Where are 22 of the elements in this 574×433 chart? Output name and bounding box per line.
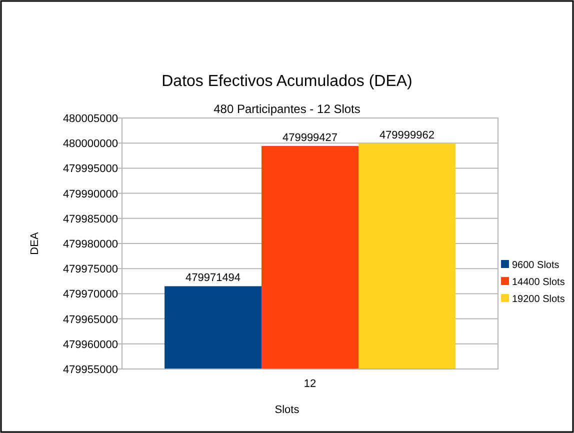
x-axis-title: Slots xyxy=(274,404,300,416)
y-tick-label: 479965000 xyxy=(62,314,118,326)
y-tick-label: 479960000 xyxy=(62,338,118,351)
y-tick-label: 479995000 xyxy=(62,163,118,176)
legend-label: 19200 Slots xyxy=(512,294,565,305)
y-tick-label: 480005000 xyxy=(62,113,118,125)
y-tick-label: 479980000 xyxy=(62,238,118,250)
y-tick-label: 479970000 xyxy=(62,288,118,301)
legend-label: 14400 Slots xyxy=(512,277,565,288)
y-tick-label: 480000000 xyxy=(62,138,118,150)
data-label: 479999427 xyxy=(282,132,338,144)
chart-subtitle: 480 Participantes - 12 Slots xyxy=(214,102,360,116)
y-tick-label: 479985000 xyxy=(62,213,118,226)
legend-label: 9600 Slots xyxy=(512,260,560,271)
data-label: 479971494 xyxy=(186,272,241,284)
x-tick-label: 12 xyxy=(304,378,316,390)
data-label: 479999962 xyxy=(379,129,434,142)
y-axis-title: DEA xyxy=(29,232,41,255)
chart-title: Datos Efectivos Acumulados (DEA) xyxy=(162,73,412,90)
y-tick-label: 479990000 xyxy=(62,188,118,200)
y-tick-label: 479955000 xyxy=(62,364,118,376)
y-tick-label: 479975000 xyxy=(62,264,118,276)
